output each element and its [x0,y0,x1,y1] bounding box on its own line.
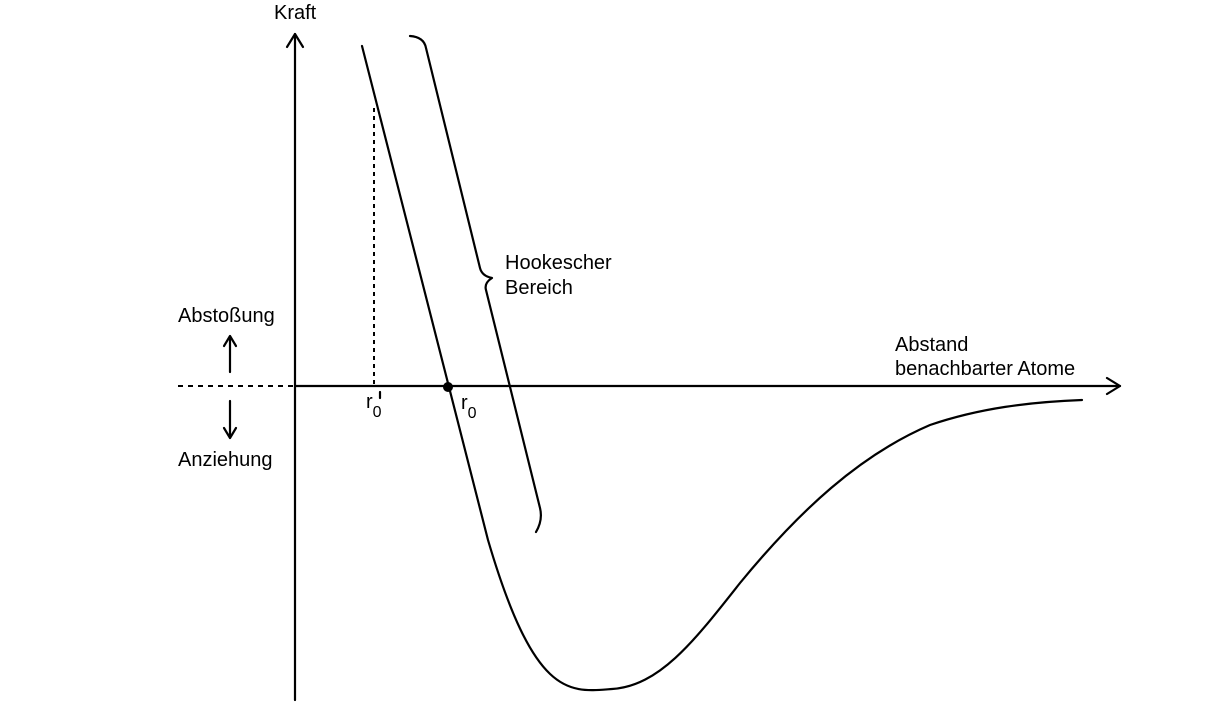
x-axis [178,376,1122,396]
arrow-up-icon [222,334,238,374]
r0-label-left: r0 [366,391,382,421]
r0-symbol: r [366,391,373,413]
r0-label-right: r0 [461,392,477,422]
equilibrium-point [443,382,453,392]
repulsion-label: Abstoßung [178,305,275,327]
hooke-region-label-line1: Hookescher [505,252,612,274]
force-curve [360,44,1084,692]
r0-subscript: 0 [468,405,477,422]
r0-symbol: r [461,392,468,414]
y-axis-label: Kraft [274,2,317,24]
hooke-region-label-line2: Bereich [505,277,573,299]
attraction-label: Anziehung [178,449,273,471]
r0-subscript: 0 [373,404,382,421]
hooke-region-brace [408,34,542,534]
arrow-down-icon [222,399,238,440]
y-axis [285,32,305,702]
x-axis-label-line1: Abstand [895,334,968,356]
x-axis-label-line2: benachbarter Atome [895,358,1075,380]
